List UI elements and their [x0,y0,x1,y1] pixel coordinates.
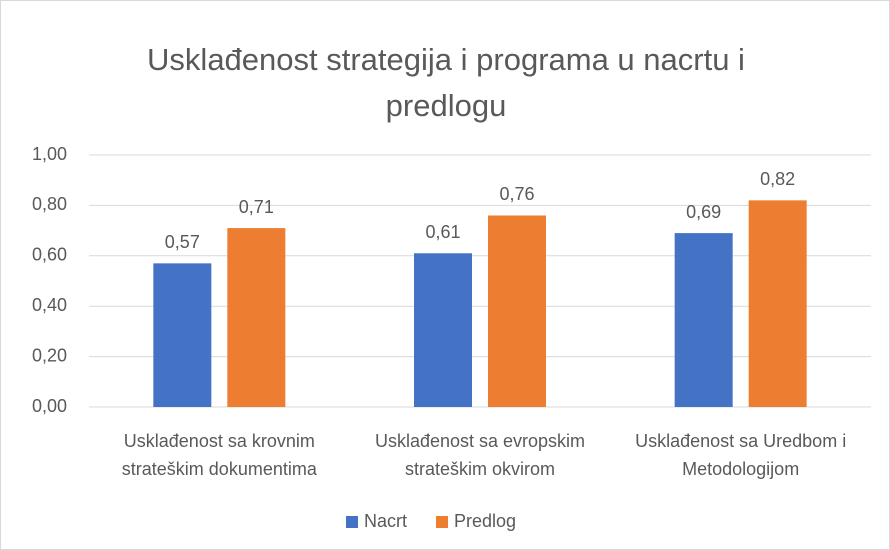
x-tick-label: Usklađenost sa krovnim strateškim dokume… [121,431,317,479]
legend-label: Nacrt [364,511,407,531]
y-tick-label: 0,20 [32,345,67,365]
bar [414,253,472,407]
bar [674,233,733,407]
legend-swatch [436,516,448,528]
y-tick-label: 0,40 [32,295,67,315]
data-label: 0,69 [686,202,721,222]
y-tick-label: 0,80 [32,194,67,214]
bar [488,215,546,407]
y-tick-label: 1,00 [32,144,67,164]
data-label: 0,71 [239,197,274,217]
y-tick-label: 0,00 [32,396,67,416]
y-tick-label: 0,60 [32,245,67,265]
data-label: 0,76 [499,184,534,204]
chart-title: Usklađenost strategija i programa u nacr… [147,42,745,123]
x-tick-label: Usklađenost sa evropskim strateškim okvi… [374,431,586,479]
legend-label: Predlog [454,511,516,531]
bar [153,263,212,407]
data-label: 0,57 [165,232,200,252]
data-label: 0,82 [760,169,795,189]
bar [748,200,807,407]
data-label: 0,61 [425,222,460,242]
bar [227,228,286,407]
x-tick-label: Usklađenost sa Uredbom i Metodologijom [635,431,847,479]
legend-swatch [346,516,358,528]
